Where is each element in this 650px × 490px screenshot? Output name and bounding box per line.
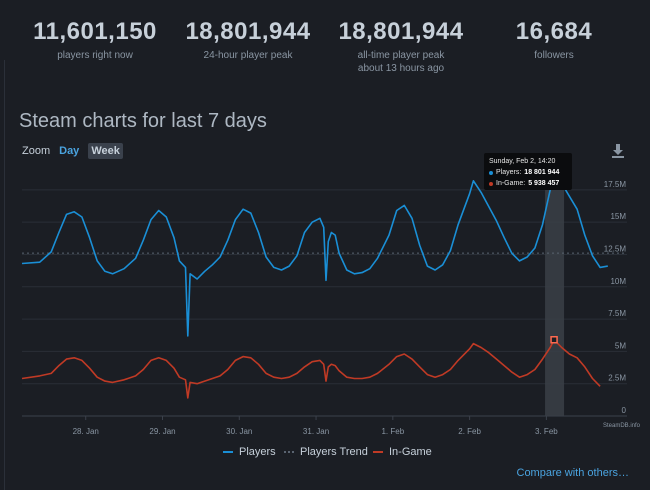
legend-ingame-label: In-Game — [389, 446, 432, 458]
compare-link[interactable]: Compare with others… — [516, 467, 630, 479]
legend-players-swatch — [223, 451, 233, 453]
stat-alltime-peak: 18,801,944 all-time player peak about 13… — [331, 18, 471, 75]
y-tick-label: 7.5M — [608, 309, 626, 318]
stat-value: 18,801,944 — [338, 18, 464, 45]
y-tick-label: 12.5M — [604, 244, 627, 253]
ingame-dot-icon — [489, 181, 493, 186]
stat-24h-peak: 18,801,944 24-hour player peak — [178, 18, 318, 62]
stat-sublabel: about 13 hours ago — [357, 63, 445, 74]
legend-players-label: Players — [239, 446, 276, 458]
stat-value: 16,684 — [515, 18, 593, 45]
legend-trend-label: Players Trend — [300, 446, 368, 458]
legend-ingame-swatch — [373, 451, 383, 453]
tooltip-players-row: Players: 18 801 944 — [489, 167, 567, 178]
ingame-series-line — [21, 339, 601, 399]
left-divider — [4, 60, 5, 490]
zoom-day-button[interactable]: Day — [59, 145, 80, 157]
y-tick-label: 17.5M — [604, 180, 627, 189]
ingame-hover-marker — [550, 336, 558, 344]
tooltip-players-label: Players: — [496, 169, 522, 176]
hover-highlight-band — [545, 164, 565, 416]
y-tick-label: 0 — [622, 406, 627, 415]
steamdb-credit[interactable]: SteamDB.info — [603, 423, 641, 429]
stat-label: followers — [534, 50, 574, 61]
chart-legend: Players Players Trend In-Game — [0, 446, 650, 460]
stat-players-now: 11,601,150 players right now — [25, 18, 165, 62]
download-icon[interactable] — [611, 143, 625, 159]
tooltip-ingame-row: In-Game: 5 938 457 — [489, 178, 567, 189]
x-tick-label: 28. Jan — [73, 427, 99, 436]
y-tick-label: 15M — [610, 212, 626, 221]
y-tick-label: 10M — [610, 277, 626, 286]
legend-trend[interactable]: Players Trend — [284, 446, 368, 458]
stat-followers: 16,684 followers — [484, 18, 624, 62]
zoom-week-button[interactable]: Week — [88, 143, 123, 159]
players-dot-icon — [489, 170, 493, 175]
tooltip-date: Sunday, Feb 2, 14:20 — [489, 158, 556, 165]
zoom-label: Zoom — [22, 145, 51, 157]
x-tick-label: 29. Jan — [149, 427, 175, 436]
stats-header: 11,601,150 players right now 18,801,944 … — [0, 0, 650, 95]
chart-tooltip: Sunday, Feb 2, 14:20 Players: 18 801 944… — [484, 153, 572, 190]
players-series-line — [21, 172, 608, 337]
x-tick-label: 30. Jan — [226, 427, 252, 436]
legend-ingame[interactable]: In-Game — [373, 446, 432, 458]
y-tick-label: 5M — [615, 341, 626, 350]
x-tick-label: 3. Feb — [535, 427, 558, 436]
tooltip-ingame-value: 5 938 457 — [528, 180, 560, 187]
y-tick-label: 2.5M — [608, 374, 626, 383]
legend-players[interactable]: Players — [223, 446, 276, 458]
chart-title: Steam charts for last 7 days — [19, 110, 267, 132]
stat-label: all-time player peak — [357, 50, 445, 61]
x-tick-label: 1. Feb — [381, 427, 404, 436]
stat-label: players right now — [57, 50, 133, 61]
x-tick-label: 31. Jan — [303, 427, 329, 436]
x-tick-label: 2. Feb — [458, 427, 481, 436]
stat-value: 18,801,944 — [185, 18, 311, 45]
zoom-controls: Zoom Day Week — [22, 143, 123, 159]
tooltip-players-value: 18 801 944 — [524, 169, 560, 176]
legend-trend-swatch — [284, 451, 294, 453]
tooltip-ingame-label: In-Game: — [496, 180, 526, 187]
stat-label: 24-hour player peak — [203, 50, 293, 61]
stat-value: 11,601,150 — [33, 18, 157, 45]
